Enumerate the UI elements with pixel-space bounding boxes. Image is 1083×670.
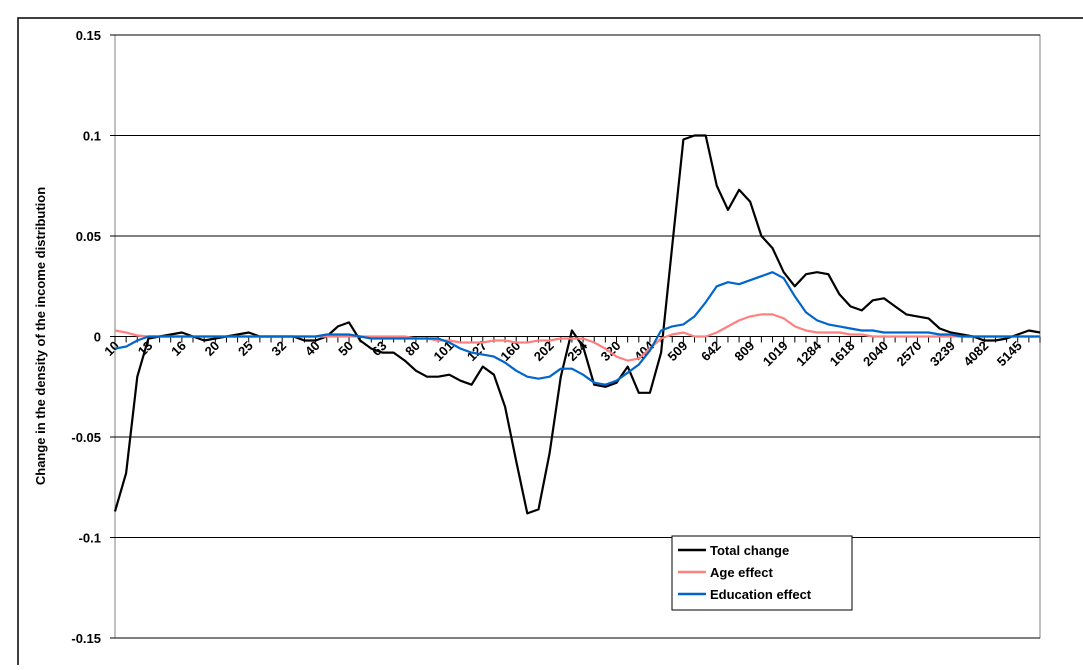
y-axis-label: Change in the density of the income dist…	[33, 187, 48, 485]
y-tick-label: 0.1	[83, 129, 101, 144]
legend-label: Education effect	[710, 587, 812, 602]
y-tick-label: -0.1	[79, 531, 101, 546]
legend-label: Age effect	[710, 565, 774, 580]
legend: Total change Age effect Education effect	[671, 535, 853, 611]
y-tick-label: -0.05	[71, 430, 101, 445]
y-tick-label: 0	[94, 330, 101, 345]
y-tick-label: -0.15	[71, 631, 101, 646]
y-tick-label: 0.15	[76, 28, 101, 43]
y-tick-label: 0.05	[76, 229, 101, 244]
legend-label: Total change	[710, 543, 789, 558]
series-line	[114, 271, 1040, 386]
